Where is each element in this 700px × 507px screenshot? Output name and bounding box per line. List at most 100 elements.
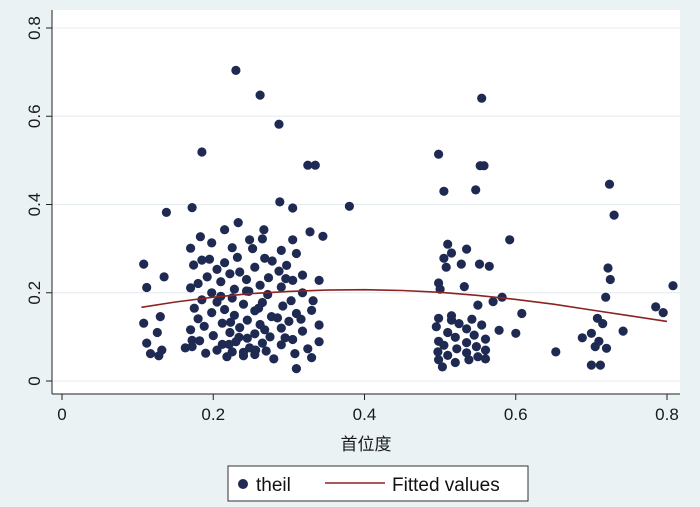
data-point-26 (260, 253, 270, 263)
data-point-47 (255, 280, 265, 290)
data-point-29 (220, 258, 230, 268)
data-point-190 (598, 319, 608, 329)
data-point-46 (314, 275, 324, 285)
data-point-12 (220, 225, 230, 235)
data-point-139 (505, 235, 515, 245)
data-point-102 (261, 346, 271, 356)
data-point-0 (231, 65, 241, 75)
data-point-83 (297, 326, 308, 336)
data-point-18 (288, 235, 298, 245)
data-point-25 (232, 252, 242, 262)
x-tick-label-1: 0.2 (201, 405, 225, 424)
data-point-27 (197, 255, 207, 265)
data-point-58 (197, 295, 207, 305)
data-point-114 (291, 364, 301, 374)
data-point-181 (464, 355, 474, 365)
data-point-59 (286, 296, 296, 306)
data-point-144 (456, 259, 466, 269)
data-point-119 (260, 325, 270, 335)
y-tick-label-0: 0 (25, 376, 44, 385)
x-axis-ticks: 0 0.2 0.4 0.6 0.8 (57, 394, 679, 424)
data-point-30 (282, 260, 292, 270)
data-point-116 (187, 335, 197, 345)
data-point-158 (477, 320, 487, 330)
data-point-113 (269, 354, 279, 364)
y-tick-label-4: 0.8 (25, 16, 44, 40)
data-point-85 (250, 329, 260, 339)
data-point-79 (199, 321, 209, 331)
data-point-122 (226, 317, 236, 327)
data-point-54 (297, 288, 308, 298)
data-point-138 (479, 161, 489, 171)
data-point-90 (288, 334, 298, 345)
data-point-145 (474, 259, 485, 269)
data-point-100 (303, 344, 313, 354)
data-point-91 (195, 336, 205, 346)
data-point-124 (308, 296, 318, 306)
data-point-32 (189, 260, 199, 270)
data-point-156 (467, 314, 477, 324)
data-point-123 (254, 303, 264, 313)
data-point-192 (586, 328, 597, 338)
legend-label-theil: theil (256, 475, 291, 496)
data-point-118 (234, 332, 244, 342)
data-point-112 (222, 352, 232, 362)
data-point-170 (471, 342, 481, 352)
data-point-72 (193, 314, 203, 324)
data-point-165 (450, 332, 460, 342)
data-point-78 (139, 318, 149, 328)
data-point-16 (195, 232, 205, 242)
data-point-141 (462, 244, 472, 254)
data-point-8 (288, 203, 298, 213)
data-point-1 (255, 90, 265, 100)
scatter-series-theil (139, 65, 678, 374)
data-point-168 (462, 338, 472, 348)
data-point-22 (248, 244, 258, 254)
data-point-43 (288, 275, 298, 285)
data-point-125 (281, 274, 291, 284)
data-point-157 (454, 319, 464, 329)
data-point-185 (609, 210, 619, 220)
data-point-135 (439, 186, 449, 196)
data-point-194 (601, 343, 612, 353)
y-tick-label-3: 0.6 (25, 104, 44, 128)
data-point-151 (488, 297, 498, 307)
legend-marker-theil (238, 479, 248, 489)
data-point-19 (207, 238, 217, 248)
data-point-198 (586, 360, 597, 370)
data-point-14 (305, 227, 315, 237)
data-point-175 (443, 350, 453, 360)
data-point-87 (208, 331, 218, 341)
data-point-31 (139, 259, 149, 269)
data-point-121 (296, 314, 306, 324)
data-point-10 (161, 207, 171, 217)
data-point-173 (433, 347, 443, 357)
data-point-115 (180, 343, 190, 353)
data-point-45 (193, 278, 203, 289)
data-point-42 (241, 274, 252, 285)
data-point-132 (212, 297, 222, 307)
data-point-143 (439, 253, 449, 263)
data-point-37 (225, 269, 235, 279)
data-point-63 (189, 303, 199, 313)
data-point-105 (201, 348, 211, 358)
data-point-80 (235, 323, 245, 333)
data-point-199 (595, 360, 606, 370)
data-point-84 (225, 327, 235, 338)
data-point-21 (186, 243, 196, 253)
data-point-51 (142, 282, 152, 293)
data-point-106 (290, 349, 300, 359)
data-point-69 (229, 310, 239, 320)
fitted-values-line (141, 288, 668, 323)
data-point-197 (551, 347, 561, 357)
data-point-187 (605, 274, 615, 285)
data-point-36 (235, 267, 245, 277)
data-point-88 (265, 332, 275, 342)
data-point-148 (459, 282, 469, 292)
data-point-126 (204, 254, 215, 264)
data-point-81 (276, 323, 286, 333)
data-point-61 (238, 299, 249, 309)
data-point-110 (154, 351, 164, 361)
x-tick-label-3: 0.6 (504, 405, 528, 424)
data-point-3 (197, 147, 207, 157)
